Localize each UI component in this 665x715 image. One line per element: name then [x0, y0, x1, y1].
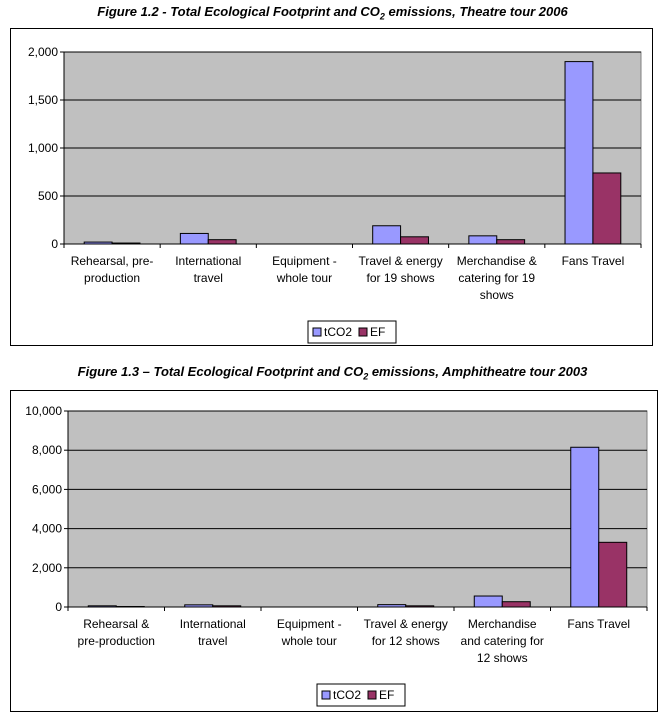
fig13-legend-swatch-tco2: [321, 690, 331, 700]
fig12-bar-ef: [496, 239, 526, 245]
fig13-legend-label-ef: EF: [379, 688, 394, 702]
fig12-legend-swatch-tco2: [312, 327, 322, 337]
fig12-legend-label-tco2: tCO2: [324, 325, 352, 339]
fig13-bar-ef: [598, 541, 628, 608]
fig13-y-tick-label: 10,000: [25, 404, 62, 418]
fig12-y-tick-label: 2,000: [28, 45, 58, 59]
fig12-bar-tco2: [179, 232, 209, 245]
fig12-y-tick-label: 1,500: [28, 93, 58, 107]
fig13-plot-area: [67, 410, 648, 608]
fig13-bar-tco2: [570, 446, 600, 608]
fig13-category-label: Rehearsal & pre-production: [78, 617, 155, 648]
fig13-bar-ef: [405, 605, 435, 608]
fig13-y-tick-label: 2,000: [32, 561, 62, 575]
fig13-y-tick-label: 4,000: [32, 522, 62, 536]
fig13-bar-ef: [501, 601, 531, 608]
figure-1-2-title: Figure 1.2 - Total Ecological Footprint …: [97, 4, 568, 22]
fig13-legend-label-tco2: tCO2: [333, 688, 361, 702]
fig13-category-label: Equipment -whole tour: [277, 617, 342, 648]
fig13-legend-swatch-ef: [367, 690, 377, 700]
fig13-category-label: Travel & energy for 12 shows: [364, 617, 448, 648]
figure-1-2-plot: 0 500 1,000 1,500 2,000 Rehearsal, pre-produc…: [28, 45, 642, 344]
fig13-y-tick-label: 6,000: [32, 482, 62, 496]
figure-1-2-chart: 0 500 1,000 1,500 2,000 Rehearsal, pre-produc…: [10, 28, 653, 346]
fig12-bar-ef: [111, 242, 141, 245]
fig12-bar-tco2: [83, 241, 113, 245]
fig13-y-tick-label: 8,000: [32, 443, 62, 457]
fig12-y-tick-label: 1,000: [28, 141, 58, 155]
figure-1-3-plot: 0 2,000 4,000 6,000 8,000 10,000 Rehearsal & pr…: [25, 404, 648, 707]
fig13-legend: tCO2 EF: [316, 683, 406, 707]
fig12-bar-ef: [592, 172, 622, 245]
fig13-legend-box: [316, 683, 406, 707]
fig12-category-label: Merchandise & catering for 19 shows: [457, 254, 537, 302]
fig12-category-label: Travel & energy for 19 shows: [358, 254, 442, 285]
fig12-bar-tco2: [372, 225, 402, 245]
fig13-bar-tco2: [473, 595, 503, 608]
fig13-category-label: Fans Travel: [567, 617, 630, 631]
fig12-bar-ef: [400, 236, 429, 245]
fig13-category-label: Merchandise and catering for 12 shows: [461, 617, 544, 665]
fig12-bar-tco2: [564, 61, 594, 245]
fig13-bar-ef: [212, 605, 242, 608]
fig12-category-label: International travel: [175, 254, 241, 285]
fig12-category-label: Equipment -whole tour: [272, 254, 337, 285]
figure-1-3-title: Figure 1.3 – Total Ecological Footprint …: [77, 364, 588, 382]
fig13-bar-tco2: [87, 605, 117, 608]
fig12-bar-ef: [207, 239, 237, 245]
fig12-legend-box: [307, 320, 397, 344]
fig12-category-label: Rehearsal, pre-production: [71, 254, 154, 285]
fig12-y-tick-label: 0: [51, 237, 58, 251]
fig13-bar-tco2: [184, 604, 214, 608]
fig13-bar-tco2: [377, 604, 407, 608]
fig12-y-tick-label: 500: [38, 189, 58, 203]
fig12-legend-label-ef: EF: [370, 325, 385, 339]
fig12-legend-swatch-ef: [358, 327, 368, 337]
figure-1-3-chart: 0 2,000 4,000 6,000 8,000 10,000 Rehearsal & pr…: [10, 390, 658, 712]
fig12-legend: tCO2 EF: [307, 320, 397, 344]
fig12-category-label: Fans Travel: [562, 254, 625, 268]
fig12-bar-tco2: [468, 235, 498, 245]
fig13-category-label: International travel: [180, 617, 246, 648]
fig13-y-tick-label: 0: [55, 600, 62, 614]
